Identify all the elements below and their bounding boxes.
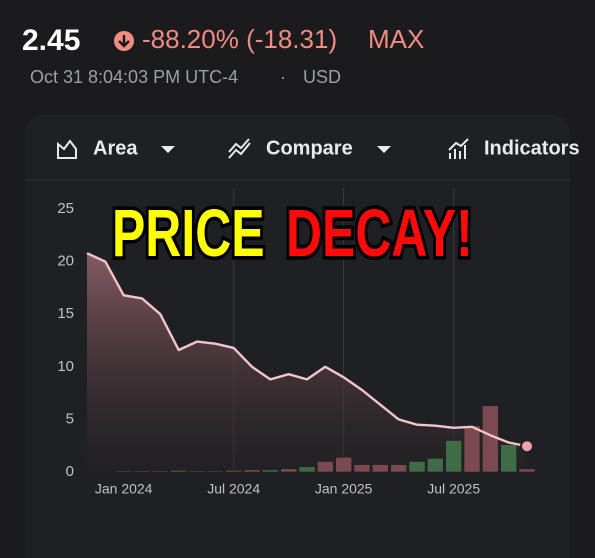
volume-bar: [408, 461, 426, 473]
overlay: PRICE DECAY!: [109, 191, 476, 273]
volume-bar: [500, 444, 517, 473]
volume-bar: [97, 471, 114, 473]
dropdown-arrow[interactable]: [161, 146, 175, 153]
volume-bar: [152, 470, 169, 473]
y-tick-label: 0: [66, 463, 74, 480]
x-tick-label: Jan 2025: [315, 481, 373, 497]
volume-bar: [262, 469, 279, 473]
area-icon: [57, 139, 77, 159]
volume-bar: [317, 461, 334, 473]
y-tick-label: 15: [57, 305, 74, 322]
plot: 0 5 10 15 20 25 Jan 2024 Jul 2024 Jan 2025 Jul 20…: [57, 188, 536, 497]
volume-bar: [243, 469, 261, 473]
separator: ·: [280, 67, 286, 87]
volume-bar: [133, 470, 151, 473]
volume-bar: [463, 425, 481, 473]
currency: USD: [303, 67, 341, 87]
volume-bar: [372, 464, 389, 473]
price: 2.45: [22, 24, 80, 57]
price-line: [86, 252, 528, 448]
volume-bar: [207, 470, 224, 473]
volume-bar: [390, 464, 407, 473]
y-tick-label: 5: [66, 410, 74, 427]
toolbar: Area Compare Indicators: [57, 137, 580, 159]
compare-icon: [228, 138, 251, 159]
volume-bar: [188, 470, 206, 473]
last-point: [520, 439, 534, 454]
indicators-icon: [448, 138, 469, 159]
y-tick-label: 25: [57, 200, 74, 217]
x-tick-label: Jul 2024: [207, 481, 260, 497]
overlay-word: DECAY!: [286, 194, 473, 270]
volume-bar: [445, 440, 462, 473]
toolbar-button[interactable]: Compare: [266, 137, 353, 159]
volume-bar: [427, 458, 444, 473]
x-tick-label: Jul 2025: [427, 481, 480, 497]
y-tick-label: 20: [57, 253, 74, 270]
price-change: -88.20% (-18.31): [142, 24, 337, 54]
volume-bar: [482, 405, 499, 473]
volume-bar: [353, 464, 371, 473]
volume-bar: [225, 470, 242, 473]
y-tick-label: 10: [57, 358, 74, 375]
dropdown-arrow[interactable]: [377, 146, 391, 153]
toolbar-button[interactable]: Indicators: [484, 137, 580, 159]
volume-bar: [170, 470, 187, 473]
volume-bar: [518, 468, 536, 473]
volume-bar: [335, 456, 352, 473]
x-tick-label: Jan 2024: [95, 481, 153, 497]
area-fill: [87, 253, 527, 472]
volume-bar: [280, 468, 297, 473]
period: MAX: [368, 24, 424, 54]
overlay-word: PRICE: [112, 194, 265, 270]
timestamp: Oct 31 8:04:03 PM UTC-4: [30, 67, 238, 87]
volume-bar: [298, 466, 316, 473]
volume-bar: [115, 470, 132, 473]
volume-bar: [78, 471, 96, 473]
down-icon: [114, 31, 134, 51]
toolbar-button[interactable]: Area: [93, 137, 138, 159]
